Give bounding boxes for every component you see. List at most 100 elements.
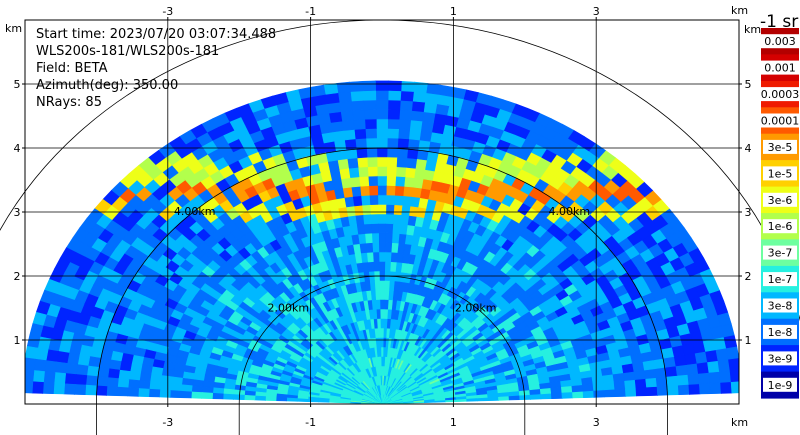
heatmap-cell [401,195,412,207]
heatmap-cell [25,345,39,360]
colorbar-label-box [756,113,800,128]
heatmap-cell [349,176,361,188]
heatmap-cell [265,396,277,402]
heatmap-cell [393,204,403,216]
heatmap-cell [86,365,99,377]
x-tick-label-bottom: 3 [593,416,600,429]
heatmap-cell [385,204,395,215]
info-nrays: NRays: 85 [36,95,102,110]
heatmap-cell [379,299,385,310]
heatmap-cell [275,396,288,402]
heatmap-cell [395,166,407,178]
range-ring-label: 4.00km [174,205,216,218]
colorbar-label: 1e-8 [768,326,793,339]
heatmap-cell [383,280,390,291]
heatmap-cell [369,204,379,215]
heatmap-cell [138,380,151,390]
heatmap-cell [376,156,388,167]
heatmap-cell [413,167,426,180]
heatmap-cell [371,232,380,243]
heatmap-cell [149,373,162,383]
range-ring-0 [238,275,526,435]
heatmap-cell [424,92,440,105]
heatmap-cell [412,177,424,189]
heatmap-cell [387,80,402,92]
heatmap-cell [624,387,637,397]
heatmap-cell [424,159,437,172]
heatmap-cell [400,80,415,92]
y-tick-label-left: 1 [14,334,21,347]
heatmap-cell [383,318,388,329]
heatmap-cell [106,386,118,397]
heatmap-cell [346,157,359,169]
heatmap-cell [148,381,161,391]
heatmap-cell [362,90,377,101]
heatmap-cell [400,204,411,216]
heatmap-cell [53,372,67,385]
heatmap-cell [95,385,108,396]
heatmap-cell [340,110,354,122]
colorbar-label-box [756,87,800,102]
heatmap-cell [686,362,699,375]
heatmap-cell [326,101,341,114]
heatmap-cell [415,158,427,170]
heatmap-cell [375,90,389,101]
heatmap-cell [352,118,366,130]
heatmap-cell [377,213,387,224]
colorbar-label: 3e-7 [768,247,793,260]
heatmap-cell [85,375,98,387]
heatmap-cell [384,251,392,262]
heatmap-cell [44,360,57,373]
colorbar-title: -1 sr [760,12,798,32]
heatmap-cell [397,137,410,149]
heatmap-cell [385,194,395,206]
heatmap-cell [398,223,408,235]
heatmap-cell [412,91,427,103]
heatmap-cell [398,118,412,130]
heatmap-cell [358,175,370,187]
heatmap-cell [351,109,366,121]
heatmap-cell [392,213,402,225]
heatmap-cell [373,261,380,272]
x-tick-label-bottom: -3 [162,416,173,429]
y-tick-label-left: 5 [14,78,21,91]
heatmap-cell [394,185,405,197]
range-ring-label: 4.00km [549,205,591,218]
heatmap-cell [366,156,378,168]
heatmap-cell [386,166,397,177]
x-tick-label-bottom: -1 [305,416,316,429]
colorbar-label-box [763,166,797,181]
heatmap-cell [550,392,563,400]
heatmap-cell [375,109,389,120]
heatmap-cell [410,110,424,122]
heatmap-cell [349,80,364,92]
heatmap-cell [107,368,120,379]
y-tick-label-right: 2 [745,270,752,283]
heatmap-cell [370,213,379,225]
heatmap-cell [363,109,377,120]
heatmap-cell [384,261,391,272]
heatmap-cell [656,385,669,396]
heatmap-cell [677,384,690,396]
heatmap-cell [74,384,87,396]
heatmap-cell [43,371,56,384]
heatmap-cell [417,139,431,152]
heatmap-cell [366,147,378,158]
heatmap-cell [64,373,77,385]
colorbar-label: 1e-5 [768,167,793,180]
heatmap-cell [307,398,319,403]
heatmap-cell [75,364,89,376]
heatmap-cell [128,371,141,381]
heatmap-cell [725,345,739,360]
heatmap-cell [667,384,680,396]
x-tick-label-bottom: 1 [450,416,457,429]
heatmap-cell [593,389,605,398]
heatmap-cell [201,386,214,394]
colorbar-label: 3e-6 [768,194,793,207]
heatmap-cell [687,373,700,385]
heatmap-cell [74,374,88,386]
heatmap-cell [386,147,398,158]
heatmap-cell [254,395,266,401]
heatmap-cell [32,370,45,383]
